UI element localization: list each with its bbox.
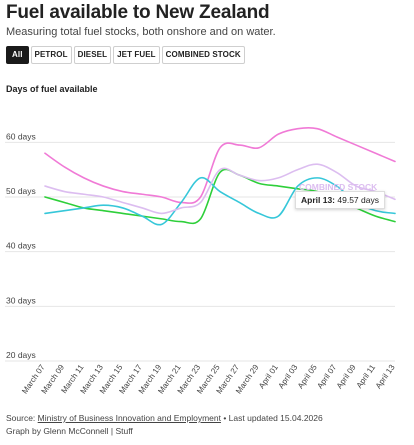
chart-subtitle: Measuring total fuel stocks, both onshor… <box>6 26 276 38</box>
y-tick-label: 60 days <box>6 131 36 141</box>
source-link[interactable]: Ministry of Business Innovation and Empl… <box>37 413 221 423</box>
tooltip-value: 49.57 days <box>337 195 379 205</box>
series-line-jet-fuel <box>44 176 396 226</box>
credit-line: Graph by Glenn McConnell | Stuff <box>6 426 133 436</box>
series-line-combined-stock <box>44 163 396 215</box>
y-tick-label: 50 days <box>6 186 36 196</box>
hover-series-label: COMBINED STOCK <box>299 182 378 192</box>
last-updated: • Last updated 15.04.2026 <box>220 413 323 423</box>
tab-combined-stock[interactable]: COMBINED STOCK <box>161 46 245 64</box>
chart-tooltip: April 13: 49.57 days <box>295 191 385 209</box>
y-tick-label: 20 days <box>6 350 36 360</box>
y-tick-label: 30 days <box>6 295 36 305</box>
tab-all[interactable]: All <box>6 46 29 64</box>
source-line: Source: Ministry of Business Innovation … <box>6 413 323 423</box>
series-line-petrol <box>44 127 396 204</box>
x-tick-label: April 13 <box>374 363 397 391</box>
tooltip-date: April 13: <box>301 195 336 205</box>
x-tick-label: April 09 <box>335 363 358 391</box>
tab-petrol[interactable]: PETROL <box>30 46 72 64</box>
y-axis-title: Days of fuel available <box>6 84 98 94</box>
tab-diesel[interactable]: DIESEL <box>73 46 112 64</box>
tab-jet-fuel[interactable]: JET FUEL <box>113 46 160 64</box>
series-filter-tabs: All PETROL DIESEL JET FUEL COMBINED STOC… <box>6 46 247 64</box>
source-prefix: Source: <box>6 413 38 423</box>
y-tick-label: 40 days <box>6 241 36 251</box>
chart-title: Fuel available to New Zealand <box>6 2 270 23</box>
